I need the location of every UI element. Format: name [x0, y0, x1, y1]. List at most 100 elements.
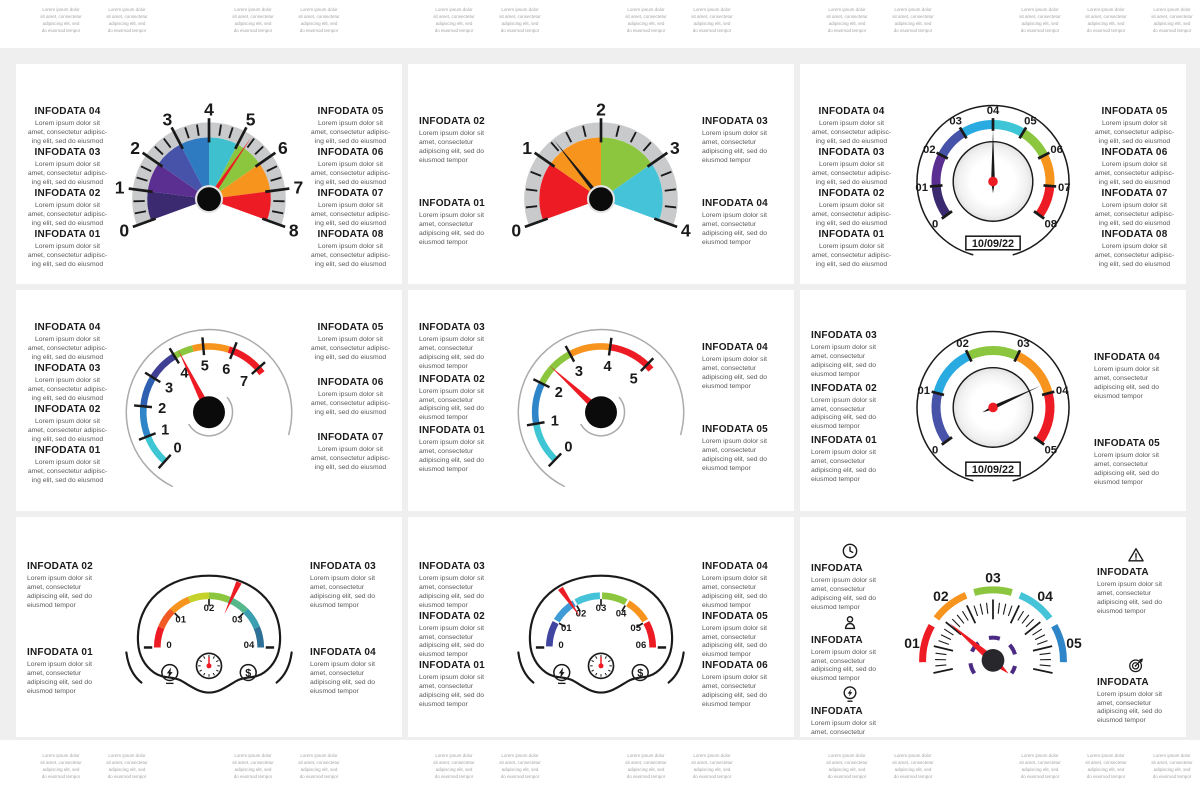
infodata-body: Lorem ipsum dolor sit amet, consectetur … [27, 377, 108, 403]
edge-text-line: adipiscing elit, sed [1087, 20, 1125, 26]
edge-text-line: Lorem ipsum dolor [1153, 7, 1191, 12]
gauge-tick-label: 3 [162, 110, 172, 130]
gauge-segment [170, 596, 191, 614]
edge-text-line: adipiscing elit, sed [234, 766, 272, 772]
gauge-tick [604, 672, 607, 676]
infodata-title: INFODATA [1097, 566, 1149, 578]
gauge-tick [201, 337, 206, 356]
infodata-body: Lorem ipsum dolor sit amet, consectetur … [1094, 160, 1175, 186]
gauge-tick [1025, 618, 1035, 628]
gauge-tick [154, 146, 164, 156]
gauge-tick [1034, 634, 1046, 641]
gauge-tick [525, 205, 538, 209]
gauge-tick-label: 1 [522, 138, 532, 158]
gauge-tick [1039, 652, 1051, 656]
labels-left: INFODATA 04 Lorem ipsum dolor sit amet, c… [16, 64, 113, 284]
gauge-tick-label: 5 [630, 372, 638, 388]
infodata-item: INFODATA 02 Lorem ipsum dolor sit amet, c… [419, 116, 500, 166]
infographic-card: INFODATA 04 Lorem ipsum dolor sit amet, c… [16, 290, 402, 511]
fuel-icon [553, 663, 571, 684]
edge-text-line: sit amet, consectetur [499, 13, 541, 19]
infodata-body: Lorem ipsum dolor sit amet, consectetur … [702, 356, 767, 391]
edge-text-line: adipiscing elit, sed [501, 20, 539, 26]
infodata-item: INFODATA 05 Lorem ipsum dolor sit amet, c… [702, 424, 783, 474]
labels-left: INFODATA 02 Lorem ipsum dolor sit amet, c… [16, 517, 113, 737]
warning-icon [1097, 545, 1175, 565]
edge-text-block: Lorem ipsum dolor sit amet, consectetur ad… [1075, 7, 1137, 35]
gauge-segment [208, 592, 231, 603]
infodata-title: INFODATA 01 [34, 445, 101, 457]
dashboard-outline [528, 574, 674, 694]
edge-text-line: do eiusmod tempor [692, 773, 732, 779]
gauge-tick [547, 453, 563, 468]
infodata-body: Lorem ipsum dolor sit amet, consectetur … [811, 160, 892, 186]
edge-text-block: Lorem ipsum dolor sit amet, consectetur ad… [1075, 753, 1137, 781]
gauge-segment [609, 344, 654, 373]
labels-left: INFODATA 02 Lorem ipsum dolor sit amet, c… [408, 64, 505, 284]
infodata-item: INFODATA 01 Lorem ipsum dolor sit amet, c… [27, 445, 108, 486]
user-icon [811, 613, 889, 633]
edge-text-line: Lorem ipsum dolor [627, 753, 665, 758]
edge-text-line: adipiscing elit, sed [693, 20, 731, 26]
gauge-tick [1002, 603, 1007, 615]
infodata-title: INFODATA 07 [1101, 187, 1168, 199]
gauge-tick [138, 432, 157, 442]
infodata-body: Lorem ipsum dolor sit amet, consectetur … [419, 624, 484, 659]
infodata-title: INFODATA 04 [34, 106, 101, 117]
date-label: 10/09/22 [972, 238, 1014, 250]
edge-text-block: Lorem ipsum dolor sit amet, consectetur ad… [882, 753, 944, 781]
infodata-title: INFODATA 03 [34, 146, 101, 158]
gauge-tick-label: 05 [1066, 635, 1082, 651]
gauge-tick-label: 03 [949, 115, 962, 127]
gauge-segment [933, 351, 971, 395]
infodata-body: Lorem ipsum dolor sit amet, consectetur … [27, 661, 92, 696]
date-label: 10/09/22 [972, 464, 1014, 476]
edge-text-line: Lorem ipsum dolor [1087, 753, 1125, 758]
gauge-round_dial: 0 01 02 03 04 05 06 07 08 10/09/22 [897, 64, 1089, 284]
gauge-tick [1043, 183, 1057, 188]
gauge-segment [187, 397, 234, 437]
gauge-tick [956, 614, 965, 624]
svg-text:$: $ [637, 667, 643, 679]
gauge-cluster: 0 01 02 03 04 $ [113, 517, 305, 737]
infodata-item: INFODATA Lorem ipsum dolor sit amet, cons… [811, 541, 889, 613]
dollar-icon: $ [239, 663, 257, 682]
infodata-body: Lorem ipsum dolor sit amet, consectetur … [419, 212, 484, 247]
infodata-title: INFODATA 01 [818, 228, 885, 240]
edge-text-line: sit amet, consectetur [892, 13, 934, 19]
gauge-tick [1024, 621, 1041, 636]
mini-dial-hub [206, 663, 212, 669]
gauge-tick-label: 5 [201, 359, 209, 375]
edge-text-line: adipiscing elit, sed [693, 766, 731, 772]
edge-text-line: do eiusmod tempor [692, 27, 732, 33]
gauge-tick-label: 0 [932, 445, 938, 457]
edge-text-line: adipiscing elit, sed [894, 20, 932, 26]
gauge-segment [933, 592, 968, 621]
infodata-title: INFODATA 07 [317, 432, 384, 444]
gauge-tick-label: 0 [166, 640, 171, 651]
gauge-segment [579, 397, 626, 437]
labels-right: INFODATA 04 Lorem ipsum dolor sit amet, c… [697, 517, 794, 737]
gauge-segment [144, 435, 168, 465]
gauge-tick-label: 1 [115, 178, 125, 198]
gauge-tick-label: 03 [1017, 338, 1030, 350]
gauge-tick [660, 171, 672, 178]
gauge-tick [128, 187, 153, 194]
gauge-tick [228, 127, 234, 139]
infographic-card: INFODATA Lorem ipsum dolor sit amet, cons… [800, 516, 1186, 737]
infodata-title: INFODATA 05 [702, 424, 768, 436]
edge-text-line: do eiusmod tempor [893, 773, 933, 779]
infodata-body: Lorem ipsum dolor sit amet, consectetur … [310, 446, 391, 472]
gauge-segment [227, 596, 248, 614]
gauge-tick-label: 01 [904, 635, 920, 651]
dashboard-wing-right [275, 651, 293, 684]
gauge-tick [615, 125, 620, 138]
infodata-item: INFODATA 04 Lorem ipsum dolor sit amet, c… [702, 342, 783, 392]
infodata-item: INFODATA 02 Lorem ipsum dolor sit amet, c… [811, 383, 892, 433]
labels-left: INFODATA 03 Lorem ipsum dolor sit amet, c… [800, 290, 897, 510]
infodata-title: INFODATA 01 [419, 424, 485, 436]
gauge-tick [940, 634, 952, 641]
gauge-tick-label: 04 [1037, 588, 1053, 604]
